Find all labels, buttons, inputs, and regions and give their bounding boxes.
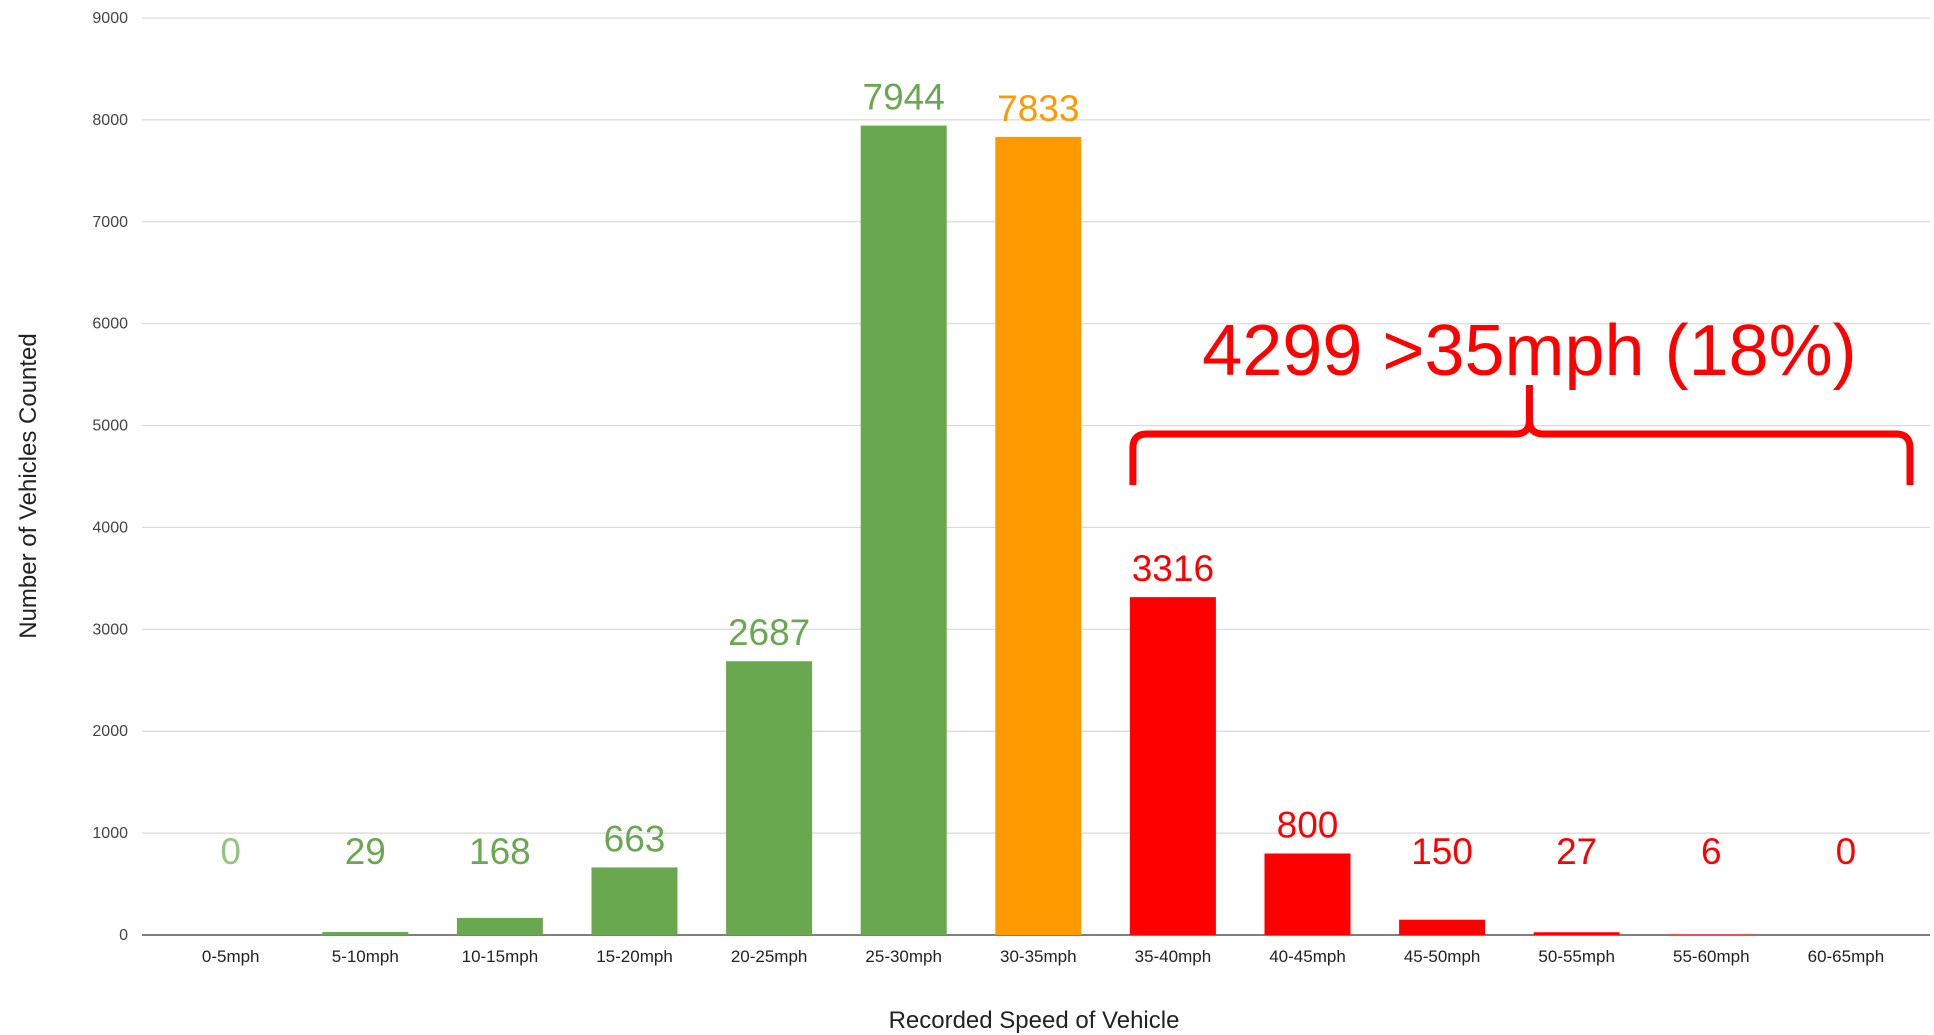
bar-30-35mph: [995, 136, 1082, 936]
data-label-5-10mph: 29: [345, 831, 386, 872]
data-label-45-50mph: 150: [1411, 831, 1473, 872]
y-tick-label: 1000: [92, 825, 128, 842]
y-tick-label: 7000: [92, 214, 128, 231]
data-label-55-60mph: 6: [1701, 831, 1722, 872]
data-label-20-25mph: 2687: [728, 612, 810, 653]
x-axis-ticks: 0-5mph 5-10mph 10-15mph 15-20mph 20-25mph 25-…: [202, 947, 1884, 966]
bar-25-30mph: [860, 125, 947, 935]
data-label-30-35mph: 7833: [997, 88, 1079, 129]
bar-45-50mph: [1399, 919, 1486, 935]
x-tick-label: 60-65mph: [1808, 947, 1885, 966]
data-label-60-65mph: 0: [1836, 831, 1857, 872]
y-axis-ticks: 0 1000 2000 3000 4000 5000 6000 7000 8000 9000: [92, 10, 128, 944]
x-tick-label: 20-25mph: [731, 947, 808, 966]
bar-20-25mph: [726, 661, 813, 935]
data-label-15-20mph: 663: [604, 818, 666, 859]
y-tick-label: 8000: [92, 112, 128, 129]
x-axis-label: Recorded Speed of Vehicle: [889, 1007, 1180, 1034]
x-tick-label: 40-45mph: [1269, 947, 1346, 966]
annotation: 4299 >35mph (18%): [1129, 311, 1914, 485]
data-label-0-5mph: 0: [220, 831, 241, 872]
bar-55-60mph: [1668, 934, 1755, 935]
y-tick-label: 6000: [92, 316, 128, 333]
bars: [322, 125, 1755, 936]
bar-35-40mph: [1129, 597, 1216, 935]
annotation-brace: [1129, 385, 1914, 485]
bar-10-15mph: [456, 917, 543, 935]
y-tick-label: 2000: [92, 723, 128, 740]
bar-50-55mph: [1533, 932, 1620, 935]
x-tick-label: 55-60mph: [1673, 947, 1750, 966]
x-tick-label: 30-35mph: [1000, 947, 1077, 966]
data-label-35-40mph: 3316: [1132, 548, 1214, 589]
x-tick-label: 15-20mph: [596, 947, 673, 966]
y-tick-label: 5000: [92, 418, 128, 435]
x-tick-label: 35-40mph: [1135, 947, 1212, 966]
annotation-text: 4299 >35mph (18%): [1202, 311, 1856, 391]
x-tick-label: 5-10mph: [332, 947, 399, 966]
x-tick-label: 10-15mph: [462, 947, 539, 966]
x-tick-label: 25-30mph: [865, 947, 942, 966]
y-tick-label: 9000: [92, 10, 128, 27]
y-axis-label: Number of Vehicles Counted: [15, 333, 42, 639]
x-tick-label: 50-55mph: [1538, 947, 1615, 966]
data-label-10-15mph: 168: [469, 831, 531, 872]
x-tick-label: 45-50mph: [1404, 947, 1481, 966]
data-label-40-45mph: 800: [1277, 804, 1339, 845]
data-labels: 0 29 168 663 2687 7944 7833 3316 800 150 27 6 0: [220, 77, 1856, 872]
data-label-25-30mph: 7944: [863, 77, 945, 118]
y-tick-label: 3000: [92, 621, 128, 638]
y-tick-label: 4000: [92, 519, 128, 536]
bar-15-20mph: [591, 867, 678, 935]
bar-40-45mph: [1264, 853, 1351, 935]
x-tick-label: 0-5mph: [202, 947, 260, 966]
bar-5-10mph: [322, 932, 409, 935]
data-label-50-55mph: 27: [1556, 831, 1597, 872]
y-tick-label: 0: [119, 927, 128, 944]
